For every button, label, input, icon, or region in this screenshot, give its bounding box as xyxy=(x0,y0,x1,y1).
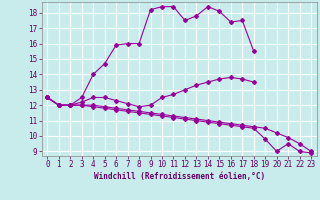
X-axis label: Windchill (Refroidissement éolien,°C): Windchill (Refroidissement éolien,°C) xyxy=(94,172,265,181)
